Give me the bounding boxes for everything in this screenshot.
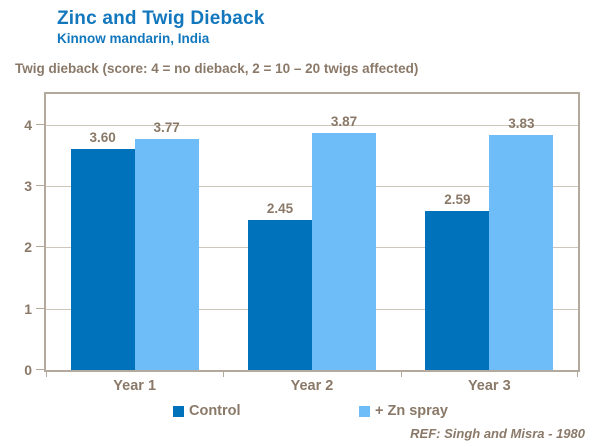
bar-value-label: 3.77 [153, 119, 180, 135]
bar-value-label: 2.45 [266, 200, 294, 216]
chart-title: Zinc and Twig Dieback [57, 8, 265, 29]
x-axis-label: Year 3 [467, 378, 511, 394]
legend: Control + Zn spray [0, 401, 600, 421]
legend-swatch [359, 405, 370, 417]
bar-zn-spray-year-3 [489, 135, 554, 370]
x-axis-tick-mark [46, 370, 47, 377]
legend-item-zn-spray: + Zn spray [359, 401, 448, 421]
x-axis-tick-mark [223, 370, 225, 377]
y-axis-tick-label: 4 [24, 116, 32, 133]
y-axis-caption: Twig dieback (score: 4 = no dieback, 2 =… [15, 61, 419, 76]
y-axis-tick-label: 1 [24, 300, 32, 317]
y-axis-tick-label: 2 [24, 239, 32, 256]
legend-item-control: Control [173, 401, 241, 421]
plot-area: 3.60 3.77 2.45 3.87 2.59 3.83 [44, 92, 580, 372]
y-axis-tick-mark [36, 307, 44, 309]
y-axis-tick-mark [36, 369, 44, 370]
x-axis-label: Year 2 [290, 378, 334, 394]
reference-note: REF: Singh and Misra - 1980 [410, 426, 585, 441]
bar-value-label: 2.59 [444, 192, 471, 208]
bar-control-year-3 [425, 211, 490, 370]
y-axis-tick-mark [36, 123, 44, 125]
legend-swatch [173, 405, 184, 417]
gridline [46, 124, 578, 126]
bar-zn-spray-year-2 [312, 132, 376, 370]
y-axis-tick-mark [36, 185, 44, 186]
y-axis-tick-label: 3 [24, 178, 32, 194]
chart-subtitle: Kinnow mandarin, India [57, 31, 210, 46]
x-axis-tick-mark [400, 370, 402, 377]
legend-label: Control [189, 403, 241, 419]
bar-value-label: 3.60 [89, 130, 116, 146]
bar-control-year-1 [70, 149, 135, 370]
bar-control-year-2 [248, 219, 312, 370]
x-axis-tick-mark [577, 370, 578, 377]
bar-value-label: 3.87 [330, 113, 358, 129]
bar-zn-spray-year-1 [134, 138, 199, 370]
legend-label: + Zn spray [375, 403, 448, 419]
y-axis-tick-mark [36, 246, 44, 248]
y-axis-tick-label: 0 [24, 362, 32, 378]
x-axis-label: Year 1 [113, 378, 157, 394]
bar-value-label: 3.83 [508, 116, 535, 132]
